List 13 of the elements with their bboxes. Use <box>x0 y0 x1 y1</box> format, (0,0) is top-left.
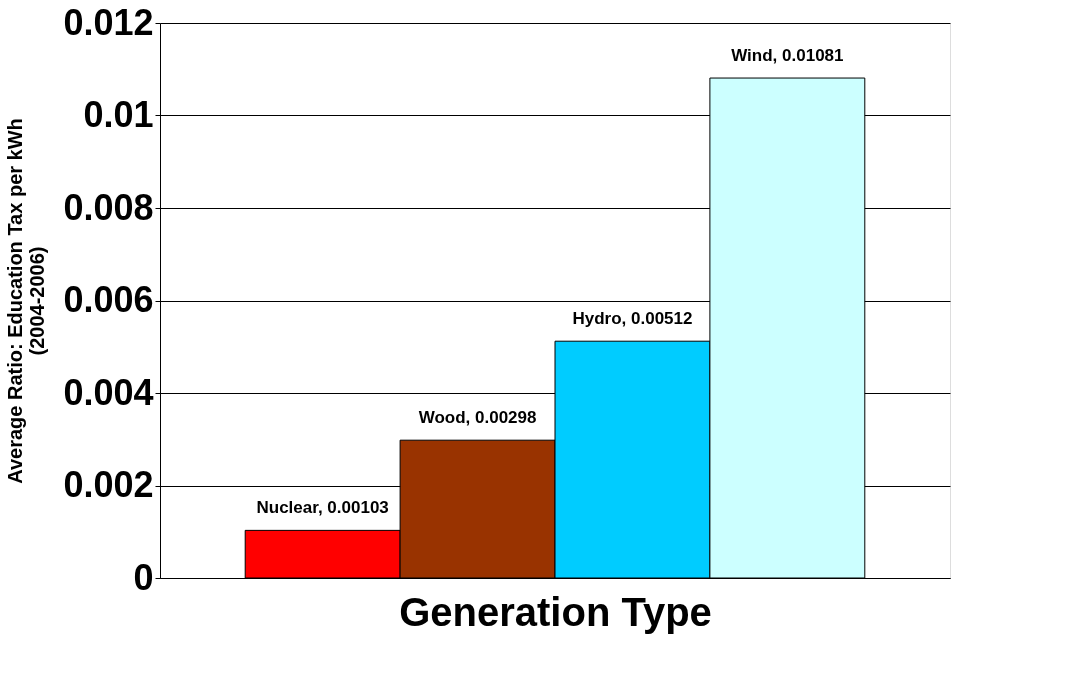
y-tick-label: 0.006 <box>63 279 154 320</box>
y-tick-label: 0.008 <box>63 186 154 228</box>
y-tick-label: 0 <box>133 556 154 598</box>
y-tick-label: 0.012 <box>63 1 154 43</box>
data-label: Hydro, 0.00512 <box>572 309 693 329</box>
y-axis-title: Average Ratio: Education Tax per kWh (2004-2006) <box>4 118 49 484</box>
y-tick-label: 0.004 <box>63 371 154 413</box>
x-axis-title: Generation Type <box>399 589 712 634</box>
y-tick-label: 0.01 <box>83 94 154 135</box>
data-label: Wood, 0.00298 <box>418 408 537 428</box>
y-tick-label: 0.002 <box>63 464 154 505</box>
data-label: Wind, 0.01081 <box>731 46 844 66</box>
data-label: Nuclear, 0.00103 <box>256 498 389 518</box>
